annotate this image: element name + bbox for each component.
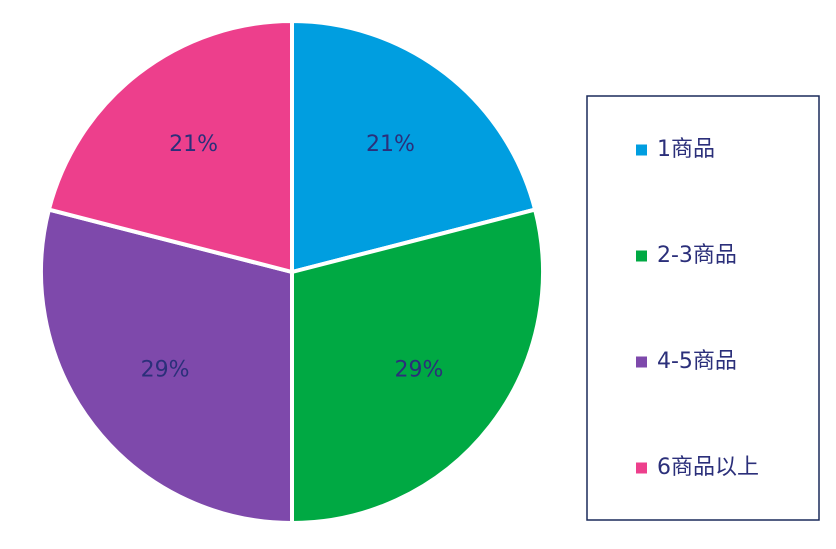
slice-value-label-1: 21% <box>366 132 415 157</box>
slice-value-label-2: 29% <box>394 357 443 382</box>
legend-swatch-4 <box>636 462 647 474</box>
legend-label-1: 1商品 <box>657 137 715 162</box>
legend-box <box>586 95 820 521</box>
legend-swatch-2 <box>636 250 647 262</box>
pie-slice-3 <box>39 207 294 526</box>
slice-value-label-4: 21% <box>169 132 218 157</box>
pie-slice-labels: 21% 29% 29% 21% <box>141 132 444 382</box>
legend-label-2: 2-3商品 <box>657 243 737 268</box>
pie-slice-1 <box>290 18 538 275</box>
legend: 1商品 2-3商品 4-5商品 6商品以上 <box>586 95 820 521</box>
slice-value-label-3: 29% <box>141 357 190 382</box>
legend-swatch-1 <box>636 144 647 156</box>
legend-items: 1商品 2-3商品 4-5商品 6商品以上 <box>636 137 759 480</box>
legend-label-4: 6商品以上 <box>657 455 759 480</box>
pie-slices <box>39 18 545 526</box>
pie-slice-2 <box>290 207 545 526</box>
legend-label-3: 4-5商品 <box>657 349 737 374</box>
legend-swatch-3 <box>636 356 647 368</box>
pie-slice-4 <box>46 18 294 275</box>
